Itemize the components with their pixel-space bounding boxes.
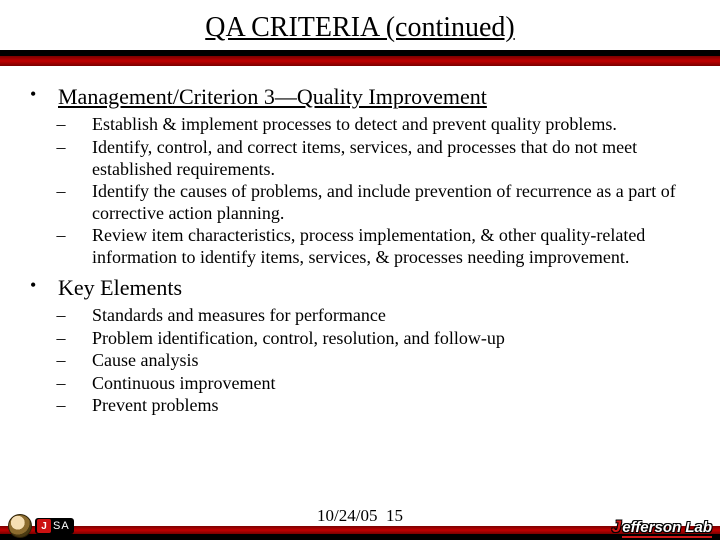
list-item: – Problem identification, control, resol… — [30, 328, 690, 350]
section-1-header: • Management/Criterion 3—Quality Improve… — [30, 84, 690, 110]
list-item-text: Identify the causes of problems, and inc… — [92, 181, 690, 224]
list-item-text: Continuous improvement — [92, 373, 690, 395]
dash-icon: – — [30, 395, 92, 417]
list-item: – Standards and measures for performance — [30, 305, 690, 327]
list-item-text: Review item characteristics, process imp… — [92, 225, 690, 268]
jsa-badge: J SA — [35, 518, 74, 534]
slide: QA CRITERIA (continued) • Management/Cri… — [0, 0, 720, 540]
dash-icon: – — [30, 328, 92, 350]
bullet-icon: • — [30, 275, 58, 301]
dash-icon: – — [30, 305, 92, 327]
dash-icon: – — [30, 114, 92, 136]
section-2-heading: Key Elements — [58, 275, 182, 301]
divider-red-top — [0, 56, 720, 66]
dash-icon: – — [30, 181, 92, 224]
slide-title: QA CRITERIA (continued) — [0, 0, 720, 50]
list-item: – Cause analysis — [30, 350, 690, 372]
jsa-initial: J — [37, 519, 51, 533]
content-area: • Management/Criterion 3—Quality Improve… — [0, 66, 720, 417]
footer: 10/24/05 15 J SA Jefferson Lab — [0, 502, 720, 540]
list-item: – Review item characteristics, process i… — [30, 225, 690, 268]
list-item-text: Prevent problems — [92, 395, 690, 417]
section-2-list: – Standards and measures for performance… — [30, 305, 690, 417]
dash-icon: – — [30, 137, 92, 180]
slide-number: 15 — [386, 506, 403, 525]
list-item: – Continuous improvement — [30, 373, 690, 395]
dash-icon: – — [30, 373, 92, 395]
section-1-list: – Establish & implement processes to det… — [30, 114, 690, 268]
list-item-text: Problem identification, control, resolut… — [92, 328, 690, 350]
dash-icon: – — [30, 350, 92, 372]
section-1-heading: Management/Criterion 3—Quality Improveme… — [58, 84, 487, 110]
jsa-text: SA — [53, 520, 70, 532]
jlab-text: efferson Lab — [622, 519, 712, 538]
list-item: – Prevent problems — [30, 395, 690, 417]
jefferson-lab-logo: Jefferson Lab — [612, 517, 712, 538]
list-item-text: Cause analysis — [92, 350, 690, 372]
bullet-icon: • — [30, 84, 58, 110]
list-item: – Establish & implement processes to det… — [30, 114, 690, 136]
section-2-header: • Key Elements — [30, 275, 690, 301]
logo-left: J SA — [8, 514, 74, 538]
list-item: – Identify, control, and correct items, … — [30, 137, 690, 180]
list-item-text: Identify, control, and correct items, se… — [92, 137, 690, 180]
jlab-j: J — [612, 517, 621, 537]
list-item-text: Standards and measures for performance — [92, 305, 690, 327]
seal-icon — [8, 514, 32, 538]
list-item-text: Establish & implement processes to detec… — [92, 114, 690, 136]
dash-icon: – — [30, 225, 92, 268]
list-item: – Identify the causes of problems, and i… — [30, 181, 690, 224]
date-text: 10/24/05 — [317, 506, 377, 525]
